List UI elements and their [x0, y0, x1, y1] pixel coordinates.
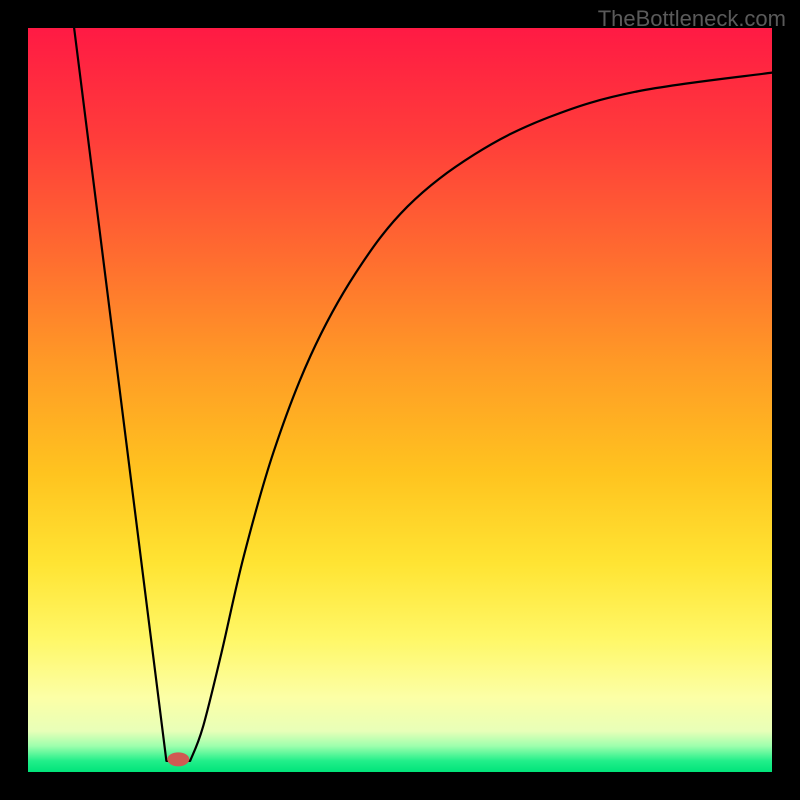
chart-container: TheBottleneck.com — [0, 0, 800, 800]
watermark-text: TheBottleneck.com — [598, 6, 786, 32]
min-point-marker — [167, 752, 189, 766]
bottleneck-chart — [0, 0, 800, 800]
plot-area — [28, 28, 772, 772]
